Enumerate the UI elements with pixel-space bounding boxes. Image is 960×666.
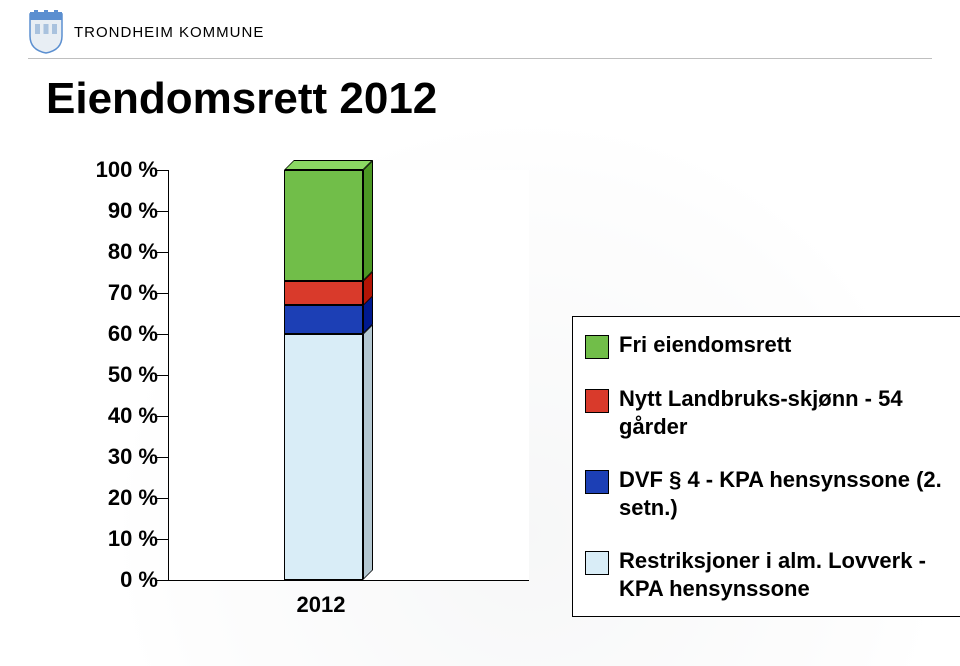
y-tick: [157, 375, 169, 376]
bar-segment: [284, 170, 363, 281]
y-tick-label: 10 %: [88, 526, 158, 552]
y-tick-label: 90 %: [88, 198, 158, 224]
x-axis-label: 2012: [297, 592, 346, 618]
slide-title: Eiendomsrett 2012: [46, 74, 437, 124]
y-tick: [157, 334, 169, 335]
legend: Fri eiendomsrett Nytt Landbruks-skjønn -…: [572, 316, 960, 617]
legend-label: Restriksjoner i alm. Lovverk - KPA hensy…: [619, 547, 955, 602]
plot-area: [168, 170, 529, 581]
legend-label: Fri eiendomsrett: [619, 331, 791, 359]
legend-swatch: [585, 335, 609, 359]
legend-item: Restriksjoner i alm. Lovverk - KPA hensy…: [585, 547, 955, 602]
y-tick: [157, 211, 169, 212]
municipality-shield-icon: [28, 10, 64, 54]
y-tick-label: 20 %: [88, 485, 158, 511]
header: TRONDHEIM KOMMUNE: [28, 10, 264, 54]
y-tick: [157, 416, 169, 417]
y-tick: [157, 170, 169, 171]
bar-segment: [284, 305, 363, 334]
y-tick-label: 40 %: [88, 403, 158, 429]
legend-swatch: [585, 389, 609, 413]
y-tick-label: 70 %: [88, 280, 158, 306]
legend-label: Nytt Landbruks-skjønn - 54 gårder: [619, 385, 955, 440]
y-tick-label: 0 %: [88, 567, 158, 593]
legend-item: DVF § 4 - KPA hensynssone (2. setn.): [585, 466, 955, 521]
legend-item: Nytt Landbruks-skjønn - 54 gårder: [585, 385, 955, 440]
y-tick: [157, 498, 169, 499]
y-tick: [157, 580, 169, 581]
legend-swatch: [585, 551, 609, 575]
legend-label: DVF § 4 - KPA hensynssone (2. setn.): [619, 466, 955, 521]
bar-segment: [284, 281, 363, 306]
y-tick: [157, 252, 169, 253]
y-tick: [157, 539, 169, 540]
bar-segment: [284, 334, 363, 580]
legend-item: Fri eiendomsrett: [585, 331, 955, 359]
header-divider: [28, 58, 932, 59]
y-tick: [157, 293, 169, 294]
y-tick-label: 30 %: [88, 444, 158, 470]
y-tick-label: 100 %: [88, 157, 158, 183]
bar-segment-side: [363, 324, 373, 580]
bar-segment-side: [363, 160, 373, 281]
y-tick-label: 60 %: [88, 321, 158, 347]
bar-top-cap: [284, 160, 373, 170]
chart: 0 % 10 % 20 % 30 % 40 % 50 % 60 % 70 % 80 % 90 % 1…: [88, 160, 898, 630]
org-name: TRONDHEIM KOMMUNE: [74, 24, 264, 41]
y-tick-label: 50 %: [88, 362, 158, 388]
y-tick-label: 80 %: [88, 239, 158, 265]
y-tick: [157, 457, 169, 458]
legend-swatch: [585, 470, 609, 494]
